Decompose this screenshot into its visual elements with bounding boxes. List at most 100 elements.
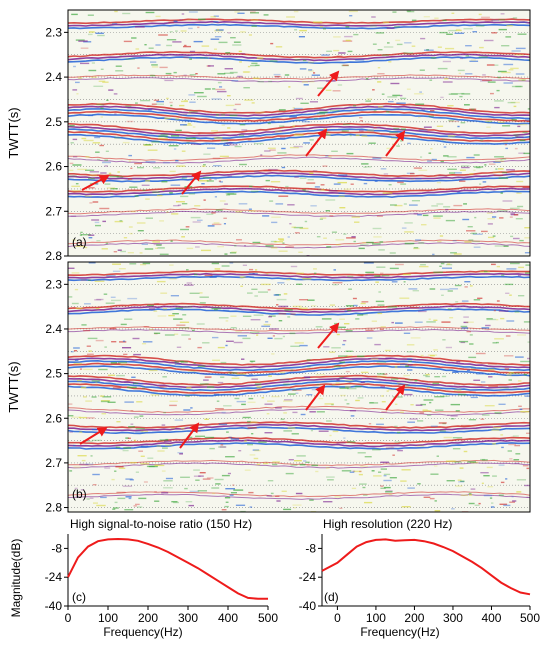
seismic-speckle — [517, 205, 524, 208]
seismic-speckle — [234, 245, 237, 247]
seismic-speckle — [95, 32, 104, 34]
seismic-speckle — [430, 425, 438, 427]
seismic-speckle — [128, 178, 133, 180]
seismic-speckle — [210, 16, 216, 18]
seismic-speckle — [510, 372, 520, 375]
seismic-speckle — [487, 81, 496, 83]
seismic-speckle — [181, 203, 188, 205]
seismic-speckle — [376, 266, 386, 268]
seismic-speckle — [201, 249, 211, 252]
seismic-speckle — [106, 275, 116, 277]
seismic-speckle — [328, 190, 338, 192]
seismic-speckle — [203, 199, 206, 201]
seismic-speckle — [468, 239, 474, 241]
seismic-speckle — [366, 241, 374, 244]
seismic-speckle — [434, 376, 440, 378]
seismic-speckle — [364, 456, 372, 458]
seismic-speckle — [344, 35, 353, 38]
seismic-speckle — [179, 360, 184, 363]
seismic-reflector — [68, 493, 530, 500]
seismic-speckle — [500, 13, 505, 15]
seismic-speckle — [329, 304, 335, 306]
seismic-speckle — [346, 152, 354, 155]
seismic-speckle — [317, 87, 325, 89]
seismic-speckle — [457, 125, 460, 128]
seismic-speckle — [234, 397, 240, 400]
seismic-speckle — [479, 139, 484, 142]
seismic-speckle — [496, 341, 499, 344]
seismic-speckle — [326, 476, 335, 478]
seismic-speckle — [318, 397, 324, 400]
seismic-speckle — [150, 394, 160, 396]
seismic-speckle — [518, 274, 522, 277]
seismic-speckle — [186, 282, 192, 284]
seismic-speckle — [283, 430, 293, 432]
seismic-speckle — [87, 14, 94, 16]
seismic-speckle — [438, 422, 447, 424]
seismic-speckle — [413, 247, 419, 249]
seismic-speckle — [243, 87, 250, 89]
seismic-speckle — [175, 160, 179, 162]
seismic-speckle — [394, 403, 398, 405]
seismic-speckle — [460, 494, 468, 496]
seismic-speckle — [143, 144, 153, 146]
seismic-speckle — [181, 100, 188, 103]
seismic-speckle — [69, 169, 74, 172]
seismic-speckle — [128, 497, 132, 500]
seismic-speckle — [80, 489, 85, 491]
seismic-speckle — [96, 504, 106, 507]
seismic-speckle — [68, 296, 73, 298]
seismic-speckle — [527, 357, 530, 360]
seismic-speckle — [211, 130, 218, 132]
seismic-speckle — [318, 430, 329, 432]
seismic-speckle — [184, 487, 188, 490]
seismic-speckle — [212, 139, 220, 142]
seismic-speckle — [268, 375, 272, 377]
seismic-speckle — [469, 334, 473, 336]
seismic-speckle — [202, 342, 210, 344]
seismic-speckle — [177, 452, 183, 454]
seismic-speckle — [239, 61, 242, 63]
spectrum-xtick-label: 200 — [138, 611, 158, 625]
seismic-speckle — [337, 84, 343, 86]
spectrum-ytick-label: -8 — [305, 541, 316, 555]
seismic-speckle — [271, 395, 280, 398]
seismic-speckle — [212, 88, 216, 90]
seismic-speckle — [343, 340, 347, 342]
seismic-speckle — [144, 248, 154, 250]
seismic-speckle — [486, 120, 493, 123]
seismic-reflector — [68, 174, 530, 183]
seismic-speckle — [190, 216, 201, 219]
seismic-speckle — [401, 128, 406, 130]
seismic-speckle — [317, 188, 322, 191]
seismic-speckle — [525, 264, 530, 266]
seismic-speckle — [504, 368, 509, 370]
seismic-speckle — [97, 34, 105, 37]
seismic-speckle — [523, 152, 530, 155]
seismic-speckle — [73, 156, 78, 158]
seismic-speckle — [392, 94, 400, 97]
seismic-speckle — [509, 186, 515, 188]
seismic-speckle — [479, 183, 482, 185]
seismic-speckle — [240, 53, 246, 55]
seismic-speckle — [514, 444, 521, 447]
seismic-speckle — [141, 343, 147, 345]
seismic-speckle — [175, 118, 180, 120]
seismic-reflector — [68, 377, 530, 389]
seismic-speckle — [140, 455, 145, 457]
seismic-speckle — [378, 471, 382, 473]
seismic-speckle — [170, 240, 173, 242]
spectrum-ytick-label: -40 — [299, 599, 317, 613]
seismic-speckle — [478, 502, 481, 505]
seismic-speckle — [324, 57, 329, 60]
seismic-speckle — [253, 142, 264, 145]
red-arrow — [81, 175, 110, 191]
seismic-speckle — [385, 357, 392, 359]
seismic-speckle — [291, 389, 302, 391]
seismic-speckle — [440, 262, 445, 265]
seismic-speckle — [199, 292, 203, 294]
seismic-speckle — [75, 245, 85, 247]
seismic-speckle — [363, 166, 367, 168]
seismic-speckle — [229, 114, 238, 117]
seismic-reflector — [68, 326, 530, 332]
